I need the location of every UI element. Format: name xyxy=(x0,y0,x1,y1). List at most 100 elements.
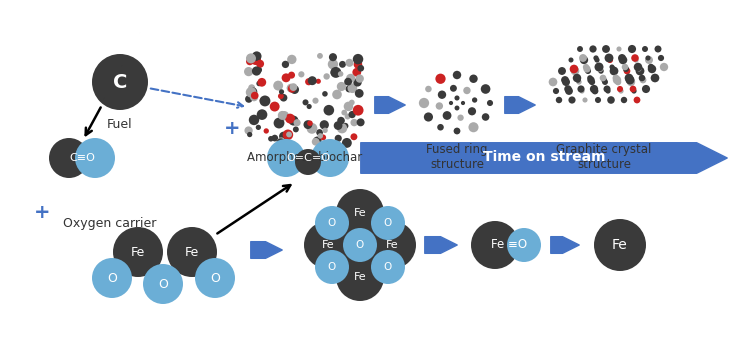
Circle shape xyxy=(250,93,258,101)
Circle shape xyxy=(143,264,183,304)
Circle shape xyxy=(587,75,593,81)
Circle shape xyxy=(345,113,351,119)
Circle shape xyxy=(634,63,642,71)
Circle shape xyxy=(279,89,284,94)
Circle shape xyxy=(287,55,297,64)
Circle shape xyxy=(257,109,267,120)
Circle shape xyxy=(368,221,416,269)
Circle shape xyxy=(313,136,322,145)
Circle shape xyxy=(288,72,295,79)
Text: +: + xyxy=(34,203,50,223)
Circle shape xyxy=(633,97,640,103)
Circle shape xyxy=(623,66,629,72)
Circle shape xyxy=(256,60,264,68)
Circle shape xyxy=(244,67,253,76)
Circle shape xyxy=(276,138,285,147)
Circle shape xyxy=(248,84,255,91)
Circle shape xyxy=(273,80,283,91)
Circle shape xyxy=(280,94,288,102)
Circle shape xyxy=(575,77,581,83)
Circle shape xyxy=(618,88,623,94)
Circle shape xyxy=(556,97,562,103)
Circle shape xyxy=(256,125,261,130)
Circle shape xyxy=(342,138,352,148)
Circle shape xyxy=(270,102,279,112)
Circle shape xyxy=(463,87,471,94)
Circle shape xyxy=(590,85,598,93)
Circle shape xyxy=(306,104,312,109)
Circle shape xyxy=(455,105,459,111)
Circle shape xyxy=(443,111,452,120)
Circle shape xyxy=(357,118,364,126)
Circle shape xyxy=(250,54,261,65)
Circle shape xyxy=(251,92,258,99)
Circle shape xyxy=(322,128,328,133)
Circle shape xyxy=(328,59,338,69)
Circle shape xyxy=(341,110,347,116)
Circle shape xyxy=(573,74,581,82)
Circle shape xyxy=(453,128,460,134)
Circle shape xyxy=(589,79,595,85)
Circle shape xyxy=(457,114,464,121)
Circle shape xyxy=(167,227,217,277)
Circle shape xyxy=(648,64,654,70)
Circle shape xyxy=(358,65,364,72)
Circle shape xyxy=(571,67,579,75)
Circle shape xyxy=(610,66,618,75)
Text: O: O xyxy=(328,262,336,272)
Circle shape xyxy=(346,74,355,83)
Circle shape xyxy=(617,47,621,51)
Circle shape xyxy=(570,65,578,73)
Circle shape xyxy=(449,101,453,105)
Circle shape xyxy=(320,134,326,140)
Circle shape xyxy=(245,126,253,135)
Text: Fused ring
structure: Fused ring structure xyxy=(426,143,488,171)
Circle shape xyxy=(334,121,343,130)
Circle shape xyxy=(453,71,462,79)
Text: O=C=O: O=C=O xyxy=(286,153,330,163)
Circle shape xyxy=(607,96,614,104)
Circle shape xyxy=(271,135,278,141)
Circle shape xyxy=(561,76,569,84)
Text: O: O xyxy=(107,272,117,285)
Circle shape xyxy=(288,85,296,93)
Circle shape xyxy=(468,122,479,132)
Circle shape xyxy=(435,74,446,84)
Text: O: O xyxy=(356,240,364,250)
Circle shape xyxy=(346,59,353,67)
Circle shape xyxy=(315,206,349,240)
Circle shape xyxy=(339,61,346,68)
Circle shape xyxy=(654,46,661,52)
Circle shape xyxy=(631,88,636,94)
Text: Amorphous biochar: Amorphous biochar xyxy=(248,150,363,163)
Circle shape xyxy=(298,71,304,77)
Text: Fe: Fe xyxy=(354,208,366,218)
Circle shape xyxy=(636,66,645,75)
Text: Fe: Fe xyxy=(322,240,334,250)
Circle shape xyxy=(437,91,447,99)
Circle shape xyxy=(614,79,621,85)
Circle shape xyxy=(279,111,289,120)
Text: O: O xyxy=(210,272,220,285)
Circle shape xyxy=(315,250,349,284)
Circle shape xyxy=(350,133,358,140)
Circle shape xyxy=(419,98,429,108)
Circle shape xyxy=(630,86,636,92)
Text: Time on stream: Time on stream xyxy=(483,150,605,164)
Circle shape xyxy=(461,101,465,105)
Circle shape xyxy=(618,54,626,62)
Circle shape xyxy=(660,63,668,71)
Circle shape xyxy=(651,74,660,82)
Circle shape xyxy=(304,221,352,269)
Circle shape xyxy=(352,68,361,77)
Text: O: O xyxy=(328,218,336,228)
Circle shape xyxy=(246,58,254,65)
Circle shape xyxy=(626,76,635,84)
Circle shape xyxy=(246,53,256,63)
Circle shape xyxy=(592,88,599,94)
Text: Oxygen carrier: Oxygen carrier xyxy=(63,217,157,230)
Text: O: O xyxy=(158,278,168,290)
Circle shape xyxy=(337,123,347,133)
Circle shape xyxy=(255,66,262,73)
Circle shape xyxy=(636,66,642,71)
